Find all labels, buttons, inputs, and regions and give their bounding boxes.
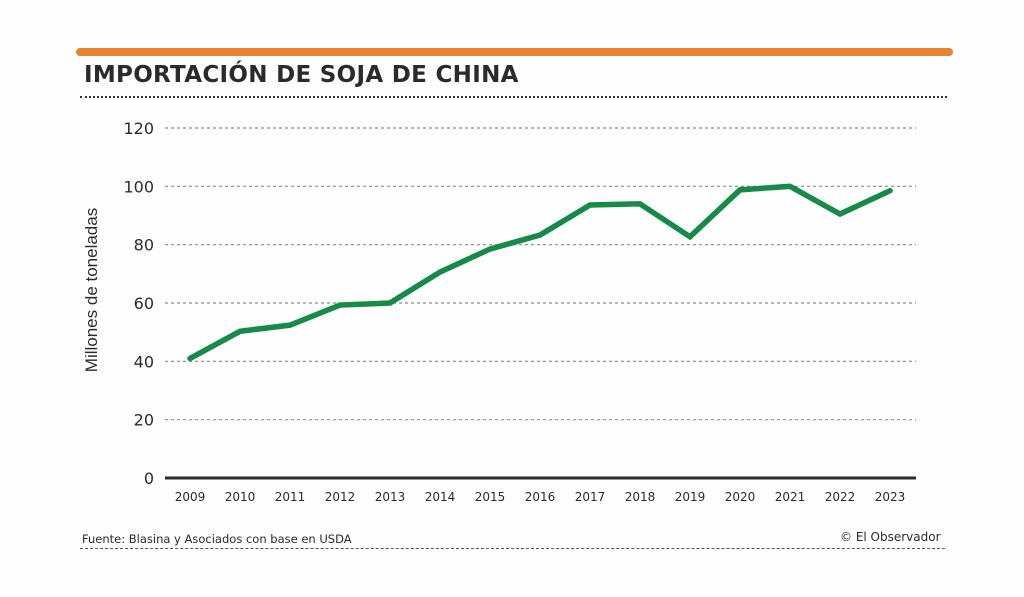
x-tick-label: 2016 [525,490,556,504]
chart-title: IMPORTACIÓN DE SOJA DE CHINA [84,62,519,88]
x-tick-label: 2021 [775,490,806,504]
x-tick-label: 2012 [325,490,356,504]
y-axis-ticks: 0 20 40 60 80 100 120 [123,119,154,488]
x-axis-ticks: 2009 2010 2011 2012 2013 2014 2015 2016 2017 2018… [175,490,906,504]
accent-bar [76,48,953,56]
title-divider [80,96,947,98]
x-tick-label: 2014 [425,490,456,504]
x-tick-label: 2018 [625,490,656,504]
y-tick-label: 120 [123,119,154,138]
x-tick-label: 2023 [875,490,906,504]
series-line [187,183,893,362]
gridlines [165,127,916,421]
y-tick-label: 40 [134,352,154,371]
series-group [187,183,893,362]
x-tick-label: 2017 [575,490,606,504]
copyright-note: © El Observador [840,530,941,544]
source-note: Fuente: Blasina y Asociados con base en … [82,532,352,546]
x-tick-label: 2019 [675,490,706,504]
y-tick-label: 20 [134,411,154,430]
y-tick-label: 100 [123,177,154,196]
x-tick-label: 2013 [375,490,406,504]
x-tick-label: 2010 [225,490,256,504]
y-tick-label: 0 [144,469,154,488]
y-axis-label: Millones de toneladas [82,208,101,372]
footer-divider [80,548,945,549]
x-tick-label: 2020 [725,490,756,504]
x-tick-label: 2015 [475,490,506,504]
y-tick-label: 60 [134,294,154,313]
x-tick-label: 2022 [825,490,856,504]
x-tick-label: 2009 [175,490,206,504]
x-tick-label: 2011 [275,490,306,504]
y-tick-label: 80 [134,236,154,255]
